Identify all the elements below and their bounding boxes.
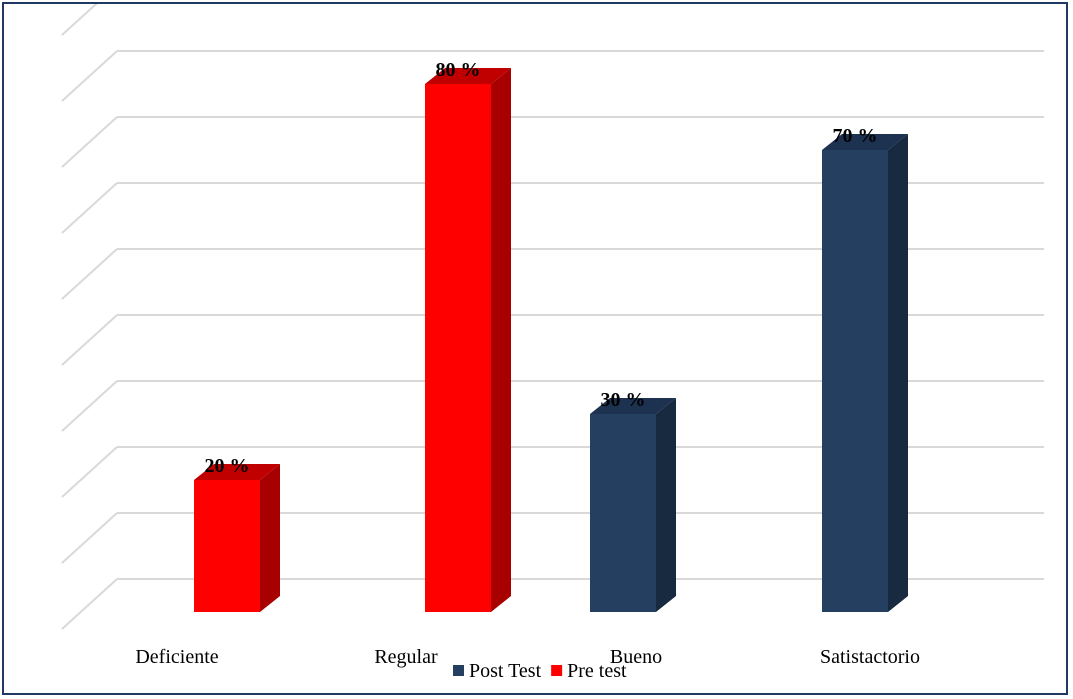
gridline-diagonal [61,512,118,564]
bar-front [425,84,491,612]
gridline-diagonal [61,182,118,234]
legend-swatch [551,665,563,676]
x-tick-label: Bueno [610,646,662,668]
gridline-diagonal [61,50,118,102]
data-label: 30 % [601,389,646,411]
bar-top [194,464,280,480]
gridline-diagonal [61,314,118,366]
x-tick-label: Regular [374,646,438,668]
legend-swatch [453,665,464,676]
data-label: 20 % [205,455,250,477]
bar-side [888,134,908,612]
bar-deficiente [194,464,280,612]
bar-chart: 20 % 80 % 30 % 70 % Deficiente Regular Bueno S… [61,4,1044,682]
bar-side [260,464,280,612]
x-tick-label: Deficiente [135,646,218,668]
bar-satistactorio [822,134,908,612]
bar-regular [425,68,511,612]
gridline-diagonal [61,446,118,498]
legend-label: Post Test [469,660,542,682]
gridline-diagonal [61,248,118,300]
x-axis-tick-labels: Deficiente Regular Bueno Satistactorio [135,646,920,668]
bar-side [491,68,511,612]
gridline-diagonal [61,4,98,36]
gridline-diagonal [61,578,118,630]
data-label: 70 % [833,125,878,147]
gridline-diagonal [61,380,118,432]
bar-bueno [590,398,676,612]
bar-top [822,134,908,150]
bar-front [822,150,888,612]
legend: Post Test Pre test [453,660,627,682]
gridline-diagonal [61,116,118,168]
legend-label: Pre test [567,660,627,682]
bar-front [194,480,260,612]
data-label: 80 % [436,59,481,81]
data-labels: 20 % 80 % 30 % 70 % [205,59,878,477]
bars [194,68,908,612]
bar-side [656,398,676,612]
x-tick-label: Satistactorio [820,646,920,668]
bar-top [425,68,511,84]
bar-top [590,398,676,414]
bar-front [590,414,656,612]
